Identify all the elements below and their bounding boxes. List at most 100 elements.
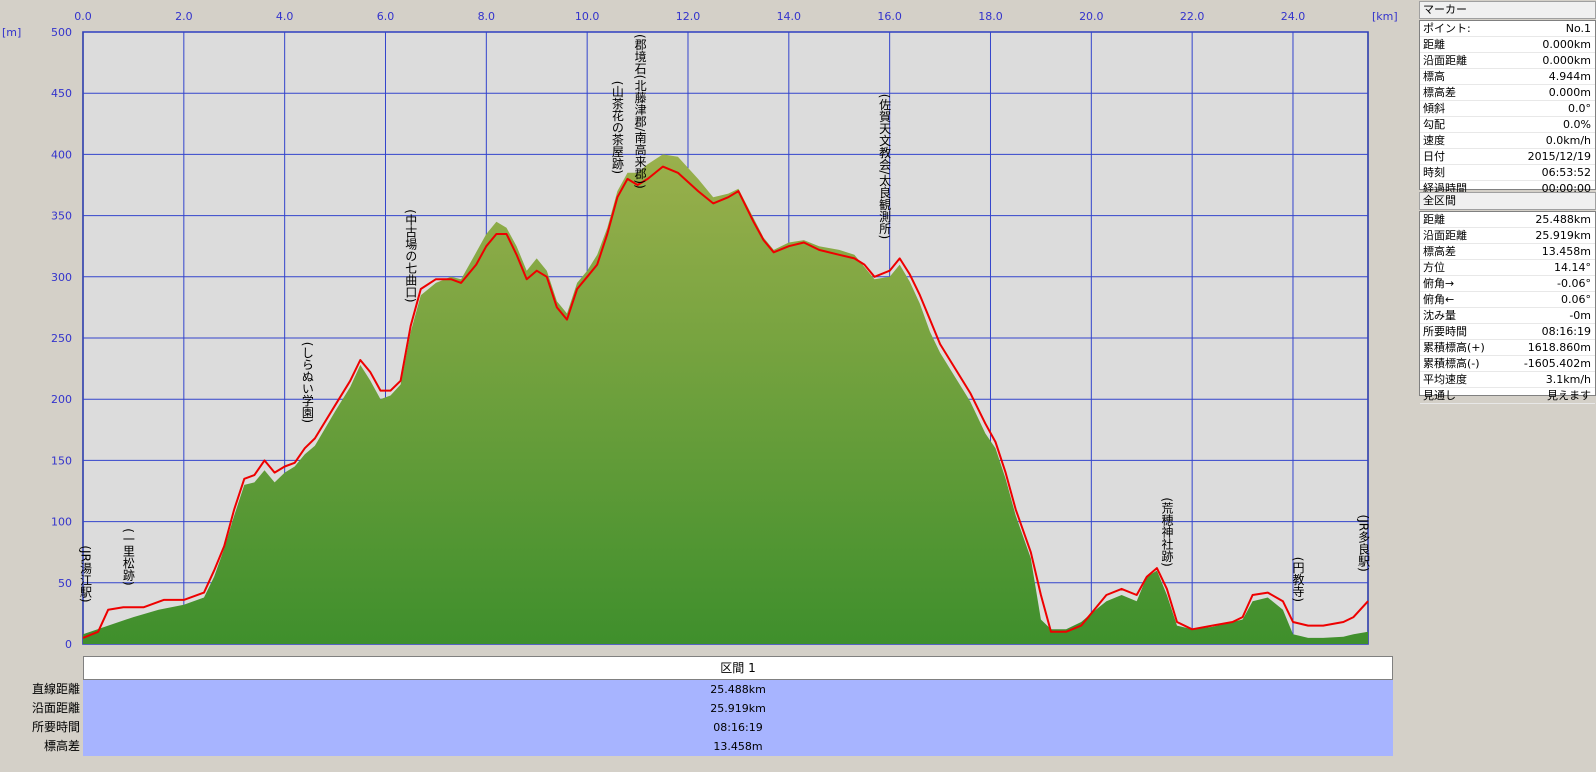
panel-row-key: 方位 <box>1423 261 1445 274</box>
panel-row-value: 06:53:52 <box>1541 166 1591 179</box>
panel-row-key: 累積標高(+) <box>1423 341 1485 354</box>
panel-row-key: 標高差 <box>1423 86 1456 99</box>
panel-row-key: 平均速度 <box>1423 373 1467 386</box>
panel-row: 速度 0.0km/h <box>1420 133 1595 149</box>
panel-row-value: 25.488km <box>1535 213 1591 226</box>
poi-label: (佐賀天文教会/太良観測所) <box>878 94 892 239</box>
poi-annotations: (JR湯江駅) (一里松跡) (しらぬい学園) (中古場の七曲口) (山茶花の茶屋跡) (… <box>79 34 1371 603</box>
panel-row-value: 見えます <box>1547 389 1591 402</box>
section-row-value: 25.488km <box>83 680 1393 699</box>
panel-row-value: No.1 <box>1565 22 1591 35</box>
panel-row: 距離 0.000km <box>1420 37 1595 53</box>
panel-row-key: 日付 <box>1423 150 1445 163</box>
panel-row-value: 25.919km <box>1535 229 1591 242</box>
x-tick-label: 4.0 <box>276 10 294 23</box>
section-row: 標高差 13.458m <box>0 737 1396 756</box>
panel-row-key: 標高 <box>1423 70 1445 83</box>
section-table: 区間 1 直線距離 25.488km 沿面距離 25.919km 所要時間 08:16:1… <box>0 656 1396 756</box>
panel-row-key: 標高差 <box>1423 245 1456 258</box>
poi-label: (JR湯江駅) <box>79 545 93 602</box>
panel-row: 沈み量 -0m <box>1420 308 1595 324</box>
panel-row: 距離 25.488km <box>1420 212 1595 228</box>
poi-label: (JR多良駅) <box>1357 515 1371 572</box>
panel-row-value: 0.000km <box>1542 54 1591 67</box>
panel-row: 勾配 0.0% <box>1420 117 1595 133</box>
section-row: 直線距離 25.488km <box>0 680 1396 699</box>
panel-row-key: 沿面距離 <box>1423 229 1467 242</box>
panel-row-key: 俯角→ <box>1423 277 1455 290</box>
panel-row: 累積標高(-) -1605.402m <box>1420 356 1595 372</box>
panel-row-value: 0.000m <box>1548 86 1591 99</box>
panel-row: 日付 2015/12/19 <box>1420 149 1595 165</box>
panel-row-value: 0.0km/h <box>1545 134 1591 147</box>
y-tick-label: 250 <box>51 332 72 345</box>
section-header[interactable]: 区間 1 <box>83 656 1393 680</box>
marker-panel: ポイント: No.1 距離 0.000km 沿面距離 0.000km 標高 4.944m 標高差… <box>1419 20 1596 197</box>
section-row-label: 所要時間 <box>31 720 80 734</box>
y-tick-label: 300 <box>51 271 72 284</box>
y-tick-label: 0 <box>65 638 72 651</box>
x-tick-label: 0.0 <box>74 10 92 23</box>
y-tick-label: 350 <box>51 210 72 223</box>
panel-row-key: 見通し <box>1423 389 1456 402</box>
section-row: 所要時間 08:16:19 <box>0 718 1396 737</box>
elevation-chart-area[interactable]: 0.0 2.0 4.0 6.0 8.0 10.0 12.0 14.0 16.0 18.0 20.0 2… <box>0 0 1404 772</box>
panel-row: 標高 4.944m <box>1420 69 1595 85</box>
x-tick-label: 10.0 <box>575 10 600 23</box>
x-tick-label: 12.0 <box>676 10 701 23</box>
poi-label: (円教寺) <box>1291 557 1305 602</box>
poi-label: (中古場の七曲口) <box>404 209 418 302</box>
panel-row-key: 累積標高(-) <box>1423 357 1480 370</box>
panel-row-value: 08:16:19 <box>1541 325 1591 338</box>
poi-label: (一里松跡) <box>121 528 135 585</box>
track-line-path <box>82 165 1369 639</box>
panel-row: 標高差 13.458m <box>1420 244 1595 260</box>
panel-row-value: 0.0° <box>1568 102 1591 115</box>
track-line <box>82 165 1369 639</box>
section-row-label: 直線距離 <box>31 682 80 696</box>
axis-ticks: 0.0 2.0 4.0 6.0 8.0 10.0 12.0 14.0 16.0 18.0 20.0 2… <box>51 10 1305 651</box>
y-tick-label: 400 <box>51 148 72 161</box>
y-tick-label: 450 <box>51 87 72 100</box>
section-row: 沿面距離 25.919km <box>0 699 1396 718</box>
elevation-chart[interactable]: 0.0 2.0 4.0 6.0 8.0 10.0 12.0 14.0 16.0 18.0 20.0 2… <box>0 0 1404 656</box>
panel-row: 時刻 06:53:52 <box>1420 165 1595 181</box>
panel-row: ポイント: No.1 <box>1420 21 1595 37</box>
panel-row: 見通し 見えます <box>1420 388 1595 404</box>
panel-row-key: 距離 <box>1423 213 1445 226</box>
y-tick-label: 200 <box>51 393 72 406</box>
poi-label: (山茶花の茶屋跡) <box>610 81 624 174</box>
x-tick-label: 22.0 <box>1180 10 1205 23</box>
terrain-area-path <box>83 154 1368 644</box>
panel-row-key: 勾配 <box>1423 118 1445 131</box>
x-tick-label: 20.0 <box>1079 10 1104 23</box>
x-tick-label: 8.0 <box>478 10 496 23</box>
panel-row: 方位 14.14° <box>1420 260 1595 276</box>
x-tick-label: 16.0 <box>877 10 902 23</box>
panel-row: 標高差 0.000m <box>1420 85 1595 101</box>
terrain-area <box>83 154 1368 644</box>
x-tick-label: 14.0 <box>777 10 802 23</box>
panel-row-value: 2015/12/19 <box>1527 150 1591 163</box>
panel-row-key: 傾斜 <box>1423 102 1445 115</box>
panel-row-value: 3.1km/h <box>1545 373 1591 386</box>
y-tick-label: 50 <box>58 577 72 590</box>
y-axis-unit: [m] <box>2 26 21 39</box>
x-tick-label: 24.0 <box>1281 10 1306 23</box>
panel-row-value: -0m <box>1569 309 1591 322</box>
panel-row: 累積標高(+) 1618.860m <box>1420 340 1595 356</box>
total-panel-title: 全区間 <box>1419 192 1596 210</box>
panel-row-key: ポイント: <box>1423 22 1471 35</box>
panel-row: 俯角← 0.06° <box>1420 292 1595 308</box>
y-tick-label: 150 <box>51 454 72 467</box>
panel-row-key: 経過時間 <box>1423 182 1467 195</box>
panel-row-key: 速度 <box>1423 134 1445 147</box>
panel-row-value: 4.944m <box>1548 70 1591 83</box>
panel-row-value: 0.0% <box>1563 118 1591 131</box>
y-tick-label: 500 <box>51 26 72 39</box>
panel-row-key: 所要時間 <box>1423 325 1467 338</box>
y-tick-label: 100 <box>51 516 72 529</box>
panel-row-value: 1618.860m <box>1527 341 1591 354</box>
panel-row-value: 0.000km <box>1542 38 1591 51</box>
panel-row-key: 時刻 <box>1423 166 1445 179</box>
